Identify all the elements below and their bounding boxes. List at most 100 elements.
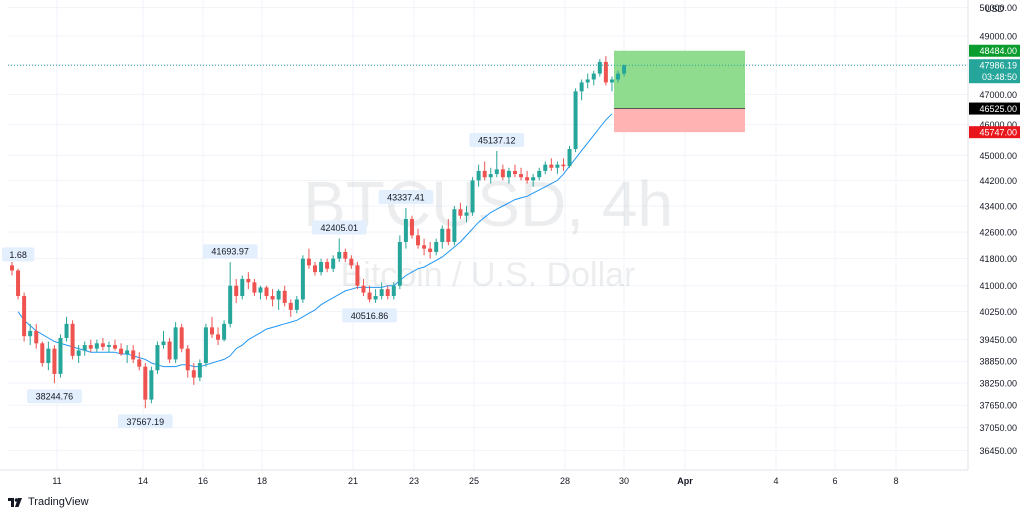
price-annotation: 43337.41 xyxy=(378,190,434,205)
candle-body xyxy=(585,79,590,83)
candle-body xyxy=(567,149,572,167)
candle-body xyxy=(185,348,190,371)
watermark: BTCUSD, 4h Bitcoin / U.S. Dollar xyxy=(303,168,673,294)
candle-body xyxy=(240,278,245,297)
candle-body xyxy=(137,359,142,367)
candle-body xyxy=(591,73,596,80)
candle xyxy=(28,323,33,346)
candle-body xyxy=(343,251,348,259)
candle-body xyxy=(543,164,548,171)
candle xyxy=(161,330,166,349)
candle xyxy=(579,79,584,101)
candle xyxy=(191,363,196,385)
candle-body xyxy=(64,323,69,338)
candle xyxy=(397,235,402,290)
candle xyxy=(240,275,245,300)
y-tick-label: 41800.00 xyxy=(979,254,1017,264)
stop-price-label-box xyxy=(969,126,1020,139)
candle-body xyxy=(119,348,124,355)
candle-body xyxy=(537,170,542,178)
x-tick-label: 23 xyxy=(409,476,419,486)
branding[interactable]: TradingView xyxy=(8,496,89,508)
candle-body xyxy=(506,170,511,178)
candle-body xyxy=(422,245,427,249)
annotation-box xyxy=(202,244,258,259)
candle-body xyxy=(349,258,354,266)
candle-body xyxy=(482,170,487,178)
candle-body xyxy=(10,265,14,271)
candle-body xyxy=(222,323,227,340)
candle xyxy=(609,76,614,92)
candle xyxy=(197,359,202,382)
x-tick-label: 4 xyxy=(773,476,778,486)
candle-body xyxy=(246,278,251,283)
candle-body xyxy=(428,248,433,252)
x-tick-label: 8 xyxy=(893,476,898,486)
candle xyxy=(234,278,239,303)
candle xyxy=(306,248,311,269)
candle-body xyxy=(234,285,239,297)
candle-body xyxy=(155,345,160,371)
candle-body xyxy=(379,289,384,297)
candles xyxy=(10,56,627,409)
candle-body xyxy=(325,262,330,269)
candle xyxy=(555,161,560,175)
x-tick-label: 16 xyxy=(198,476,208,486)
axes: 36450.00 37050.00 37650.00 38250.00 38850.00… xyxy=(0,0,1017,486)
y-tick-label: 37050.00 xyxy=(979,423,1017,433)
candle xyxy=(155,341,160,374)
candle-body xyxy=(16,270,21,297)
candle-body xyxy=(58,337,63,374)
candle-body xyxy=(434,241,439,252)
y-tick-label: 38250.00 xyxy=(979,379,1017,389)
candle-body xyxy=(313,265,317,273)
candle-body xyxy=(446,228,451,242)
candle xyxy=(543,161,548,175)
branding-text: TradingView xyxy=(28,496,89,508)
candle xyxy=(567,145,572,168)
stop-price-label-text: 45747.00 xyxy=(979,128,1017,138)
candle xyxy=(458,202,463,219)
candle xyxy=(252,278,257,297)
ma-line xyxy=(17,113,613,368)
candle xyxy=(203,323,208,367)
candle xyxy=(403,208,408,249)
candle xyxy=(294,296,299,314)
candle xyxy=(282,285,287,307)
candle-body xyxy=(203,327,208,364)
candle xyxy=(616,70,620,83)
candle-body xyxy=(367,292,372,300)
candle xyxy=(88,339,93,353)
candle-body xyxy=(22,296,27,337)
candle xyxy=(434,238,439,256)
y-tick-label: 49000.00 xyxy=(979,31,1017,41)
price-annotation: 41693.97 xyxy=(202,244,258,259)
candle-body xyxy=(385,289,390,297)
candle-body xyxy=(622,65,627,74)
annotation-text: 45137.12 xyxy=(478,135,516,145)
price-annotation: 40516.86 xyxy=(342,308,397,323)
candle-body xyxy=(143,366,148,400)
candle xyxy=(258,285,263,300)
candle xyxy=(209,316,214,338)
candle xyxy=(597,58,602,77)
candle-body xyxy=(270,296,275,300)
candle xyxy=(446,218,451,246)
long-position-tool[interactable] xyxy=(614,50,745,133)
candle-body xyxy=(34,330,39,344)
candle-body xyxy=(609,79,614,83)
annotation-text: 1.68 xyxy=(9,250,27,260)
candle-body xyxy=(113,345,118,349)
x-tick-label: 25 xyxy=(469,476,479,486)
grid xyxy=(8,0,968,470)
candle-body xyxy=(391,285,396,297)
candle-body xyxy=(373,296,378,300)
annotation-text: 42405.01 xyxy=(320,223,358,233)
candle xyxy=(519,167,524,181)
candle xyxy=(500,164,505,181)
candle xyxy=(125,345,130,364)
candle xyxy=(512,164,517,178)
